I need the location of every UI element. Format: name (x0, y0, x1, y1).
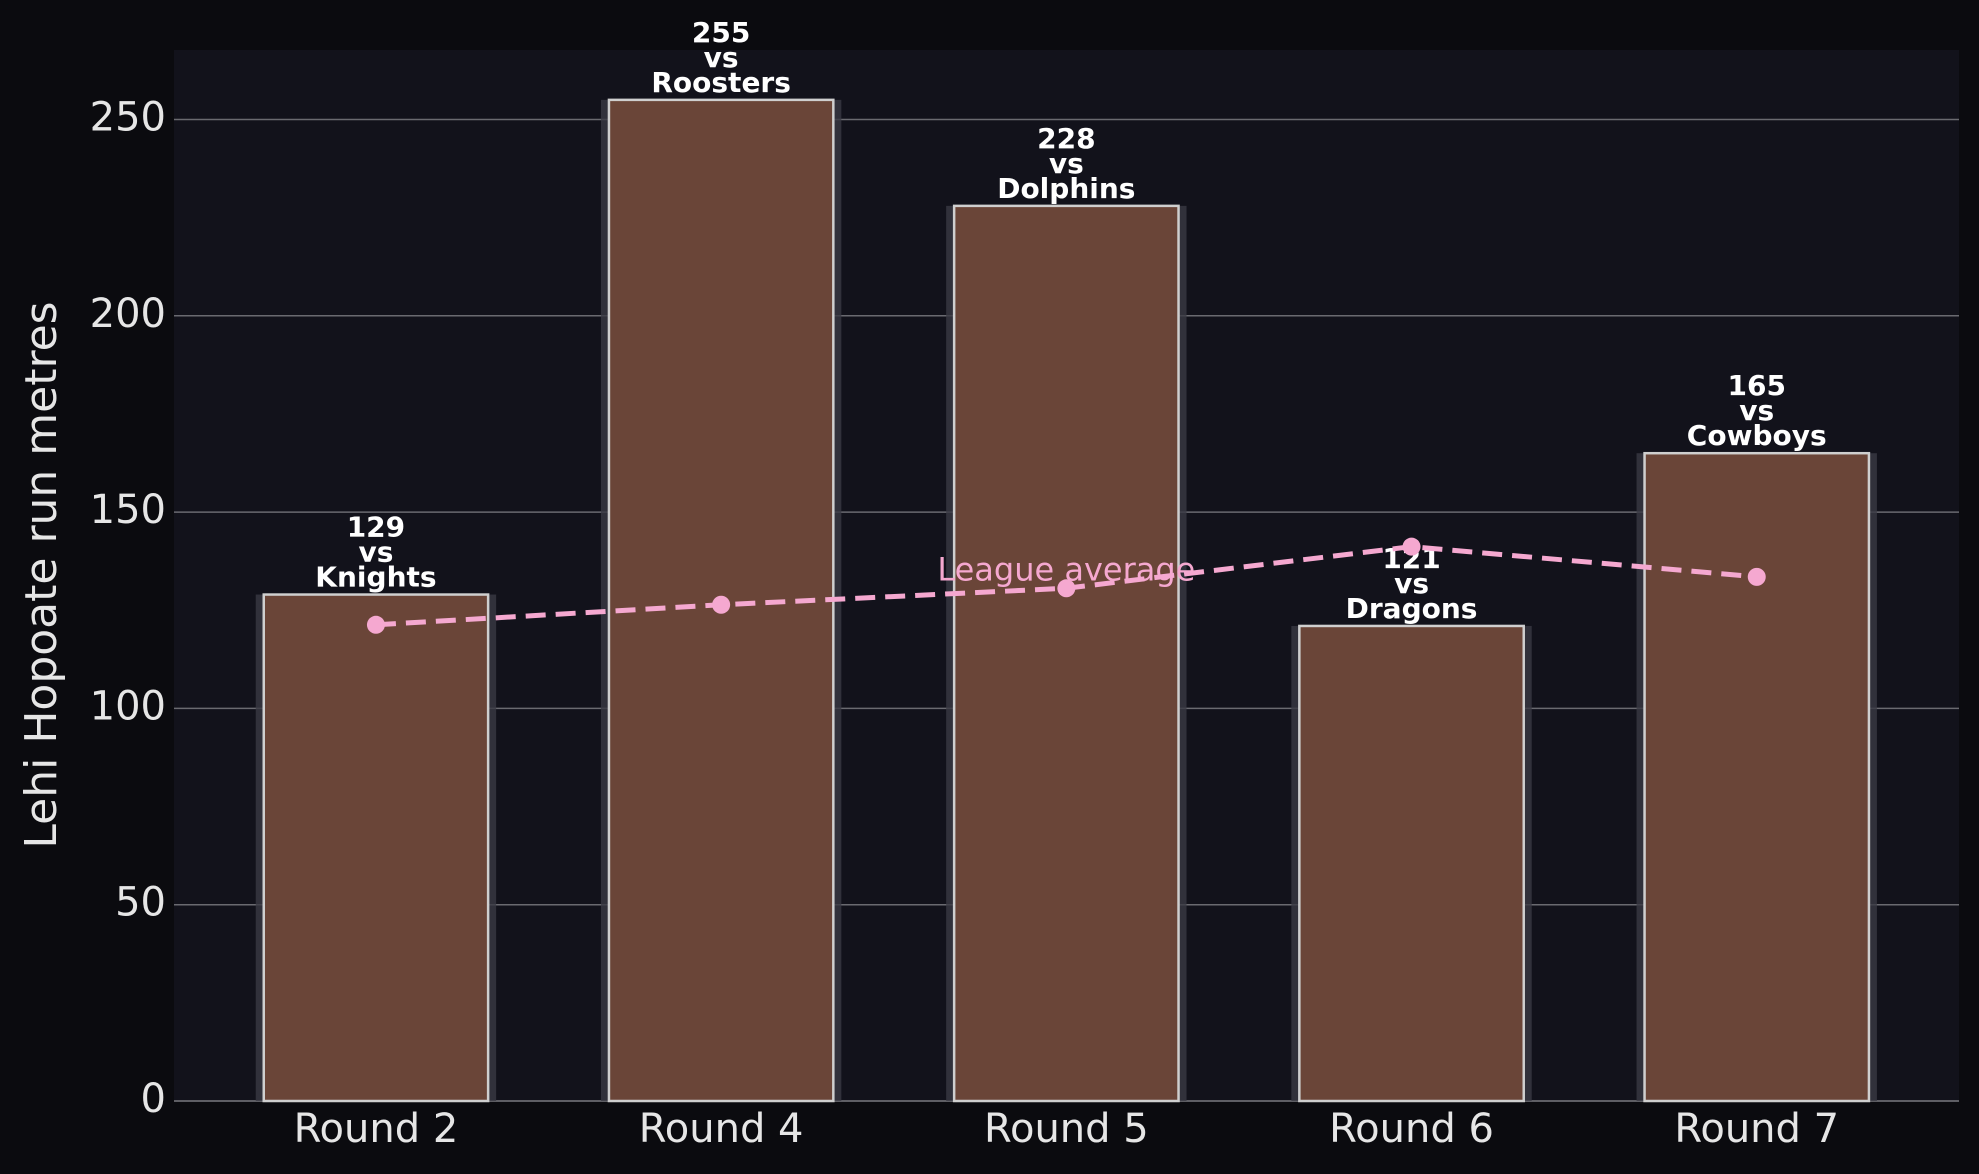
x-tick-label: Round 5 (984, 1106, 1149, 1152)
value-label-connector: vs (1049, 147, 1084, 180)
x-tick-label: Round 7 (1674, 1106, 1839, 1152)
value-label-opponent: Roosters (651, 66, 791, 99)
average-marker (1747, 567, 1766, 586)
value-label: 165 (1728, 369, 1786, 402)
value-label-connector: vs (1739, 394, 1774, 427)
average-marker (366, 615, 385, 634)
value-label-opponent: Dragons (1346, 592, 1478, 625)
bar (262, 593, 490, 1103)
value-label-opponent: Knights (315, 561, 436, 594)
average-marker (712, 595, 731, 614)
value-label: 228 (1037, 122, 1095, 155)
value-label: 129 (347, 511, 405, 544)
y-axis-label: Lehi Hopoate run metres (16, 301, 67, 848)
value-label-connector: vs (704, 41, 739, 74)
y-tick-label: 50 (115, 880, 166, 926)
y-tick-label: 250 (90, 94, 166, 140)
x-tick-label: Round 4 (639, 1106, 804, 1152)
x-tick-label: Round 6 (1329, 1106, 1494, 1152)
y-tick-label: 150 (90, 487, 166, 533)
annotation: League average (937, 550, 1195, 588)
bar (1643, 451, 1871, 1103)
average-marker (1402, 537, 1421, 556)
y-tick-label: 0 (141, 1076, 166, 1122)
bar (1298, 624, 1525, 1103)
y-tick-label: 100 (90, 683, 166, 729)
average-marker (1057, 579, 1076, 598)
value-label-connector: vs (1394, 567, 1429, 600)
y-tick-label: 200 (90, 291, 166, 337)
value-label: 255 (692, 16, 750, 49)
x-tick-label: Round 2 (294, 1106, 459, 1152)
value-label-opponent: Cowboys (1687, 419, 1827, 452)
bar (952, 204, 1180, 1103)
value-label-opponent: Dolphins (997, 172, 1135, 205)
value-label-connector: vs (358, 536, 393, 569)
